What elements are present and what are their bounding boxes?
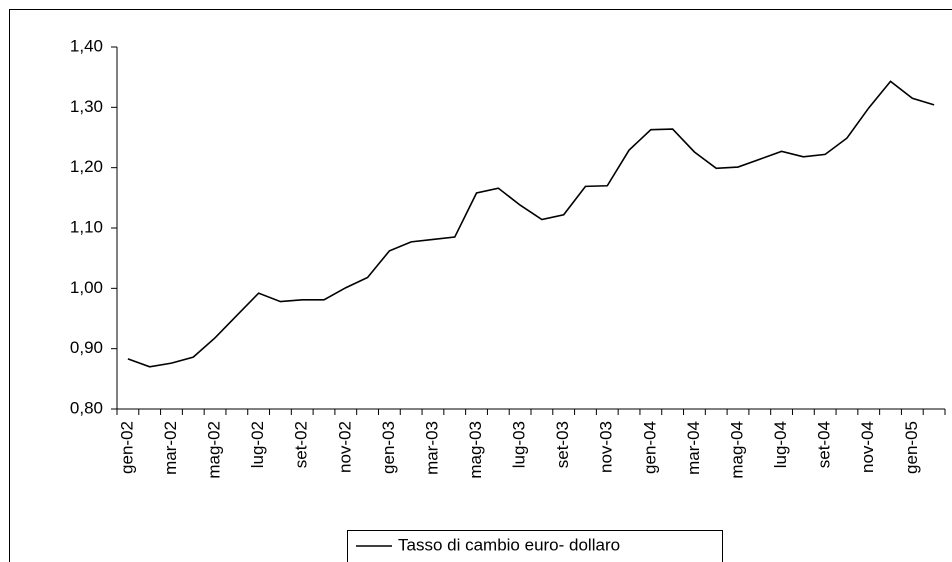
x-tick-label: gen-03: [379, 421, 398, 474]
x-tick-label: nov-02: [335, 421, 354, 473]
x-tick-label: set-04: [815, 421, 834, 468]
x-tick-label: gen-05: [902, 421, 921, 474]
y-tick-label: 1,10: [70, 217, 103, 236]
x-tick-label: mag-02: [205, 421, 224, 479]
x-tick-label: nov-03: [597, 421, 616, 473]
series-line: [127, 80, 935, 368]
x-tick-label: mag-04: [727, 421, 746, 479]
x-tick-label: lug-04: [771, 421, 790, 468]
x-tick-label: mar-02: [161, 421, 180, 475]
x-tick-label: mag-03: [466, 421, 485, 479]
y-tick-label: 1,40: [70, 36, 103, 55]
x-tick-label: lug-02: [248, 421, 267, 468]
x-tick-label: mar-04: [684, 421, 703, 475]
legend: Tasso di cambio euro- dollaro: [347, 530, 723, 562]
x-tick-label: mar-03: [422, 421, 441, 475]
x-tick-label: set-02: [292, 421, 311, 468]
legend-label: Tasso di cambio euro- dollaro: [398, 535, 620, 554]
y-tick-label: 1,20: [70, 157, 103, 176]
x-tick-label: gen-02: [117, 421, 136, 474]
y-tick-label: 1,00: [70, 278, 103, 297]
y-tick-label: 0,90: [70, 338, 103, 357]
x-tick-label: set-03: [553, 421, 572, 468]
chart-border: [9, 9, 952, 562]
x-tick-label: nov-04: [858, 421, 877, 473]
legend-box: [347, 530, 723, 562]
x-tick-label: lug-03: [510, 421, 529, 468]
y-tick-label: 1,30: [70, 97, 103, 116]
y-tick-label: 0,80: [70, 398, 103, 417]
x-tick-label: gen-04: [640, 421, 659, 474]
